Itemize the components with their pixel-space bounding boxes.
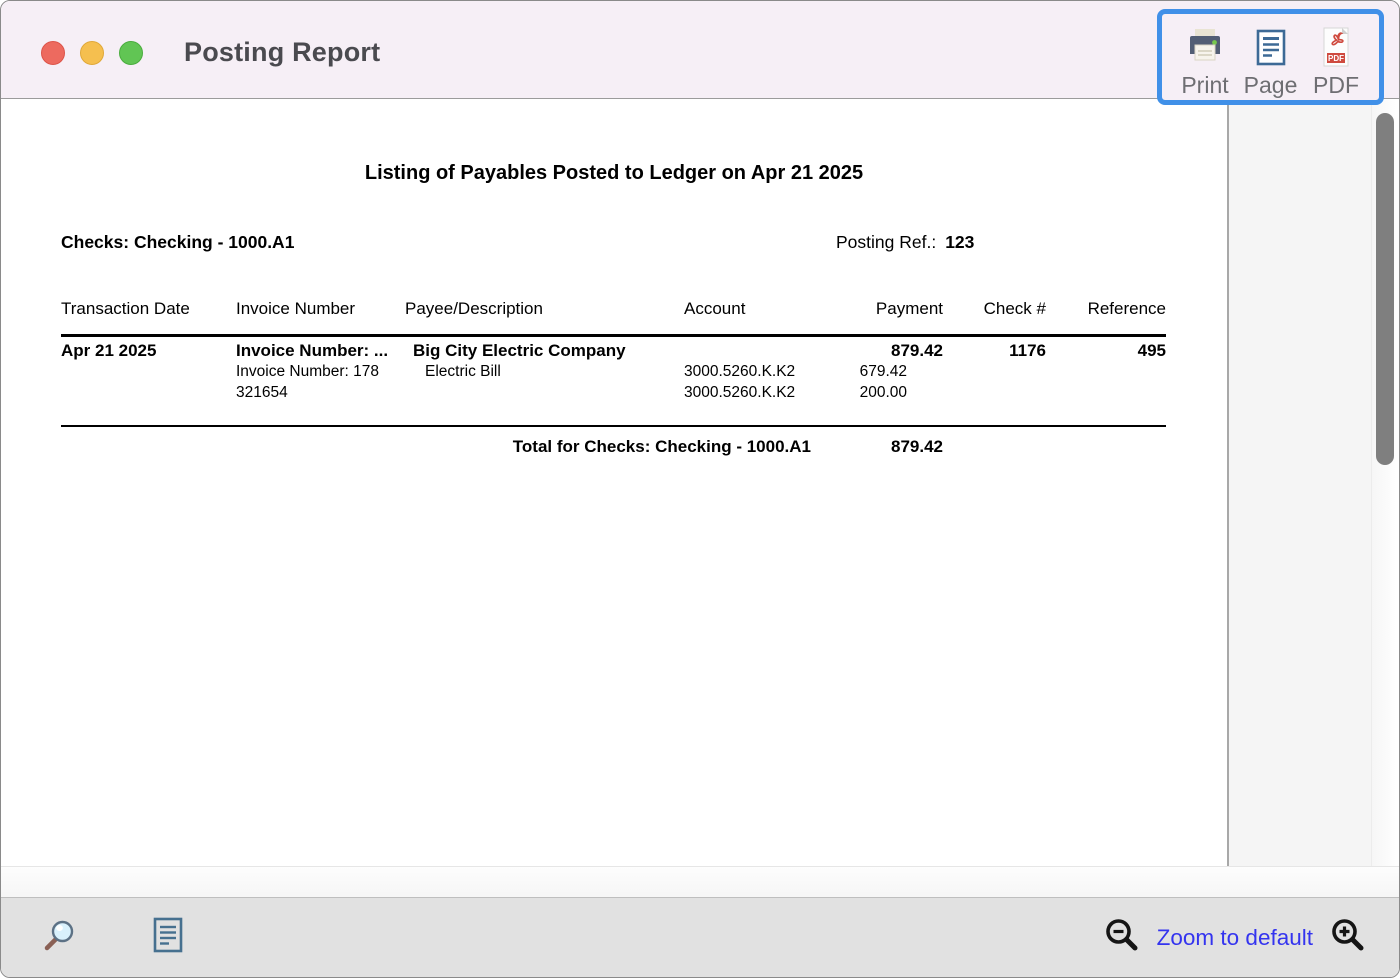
entry-invoice-title: Invoice Number: ... (236, 341, 389, 360)
print-label: Print (1181, 72, 1229, 98)
vertical-scrollbar[interactable] (1371, 100, 1399, 866)
col-header-payment: Payment (811, 298, 943, 337)
zoom-out-icon (1103, 916, 1141, 959)
detail-date-spacer (61, 361, 236, 382)
posting-ref-value: 123 (945, 232, 975, 252)
col-header-invoice-number: Invoice Number (236, 298, 405, 337)
magnifier-icon (39, 915, 79, 960)
bottom-toolbar: Zoom to default (1, 897, 1399, 977)
col-header-check-number: Check # (943, 298, 1046, 337)
col-header-account: Account (684, 298, 811, 337)
search-preview-button[interactable] (39, 915, 79, 960)
pdf-button[interactable]: PDF PDF (1305, 26, 1367, 99)
detail-date-spacer (61, 382, 236, 403)
page-layout-button[interactable] (149, 916, 187, 959)
close-button[interactable] (41, 41, 65, 65)
report-title: Listing of Payables Posted to Ledger on … (364, 162, 864, 184)
report-account-header: Checks: Checking - 1000.A1 (61, 232, 295, 252)
posting-ref-label: Posting Ref.: (836, 232, 937, 252)
page-icon (1250, 26, 1292, 70)
detail-invoice: 321654 (236, 384, 288, 401)
minimize-button[interactable] (80, 41, 104, 65)
zoom-window-button[interactable] (119, 41, 143, 65)
entry-date: Apr 21 2025 (61, 341, 157, 360)
posting-ref: Posting Ref.: 123 (836, 232, 974, 253)
svg-text:PDF: PDF (1328, 54, 1344, 63)
preview-area: Listing of Payables Posted to Ledger on … (1, 100, 1399, 899)
report-meta-row: Checks: Checking - 1000.A1 Posting Ref.:… (1, 232, 1227, 254)
zoom-to-default-link[interactable]: Zoom to default (1156, 924, 1313, 950)
col-header-transaction-date: Transaction Date (61, 298, 236, 337)
document-icon (149, 916, 187, 959)
detail-description (405, 382, 684, 403)
entry-account-spacer (684, 337, 811, 361)
print-button[interactable]: Print (1174, 26, 1236, 99)
col-header-payee-description: Payee/Description (405, 298, 684, 337)
page-label: Page (1243, 72, 1298, 98)
page-button[interactable]: Page (1240, 26, 1302, 99)
zoom-in-icon (1329, 916, 1367, 959)
entry-payment: 879.42 (891, 341, 943, 360)
report-page: Listing of Payables Posted to Ledger on … (1, 100, 1227, 866)
entry-reference: 495 (1137, 341, 1166, 360)
detail-amount: 679.42 (859, 363, 907, 380)
col-header-reference: Reference (1046, 298, 1166, 337)
zoom-out-button[interactable] (1103, 916, 1141, 959)
entry-payee: Big City Electric Company (413, 341, 626, 360)
total-divider (61, 425, 1166, 427)
scrollbar-thumb[interactable] (1376, 113, 1394, 465)
detail-description: Electric Bill (425, 363, 501, 380)
total-amount: 879.42 (891, 437, 943, 456)
total-label: Total for Checks: Checking - 1000.A1 (512, 437, 811, 456)
entry-check-number: 1176 (1009, 341, 1046, 360)
zoom-in-button[interactable] (1329, 916, 1367, 959)
titlebar: Posting Report Print (1, 1, 1399, 105)
horizontal-scrollbar-strip (1, 866, 1399, 899)
pdf-label: PDF (1313, 72, 1359, 98)
detail-amount: 200.00 (859, 384, 907, 401)
pdf-icon: PDF (1315, 26, 1357, 70)
detail-account: 3000.5260.K.K2 (684, 363, 796, 380)
printer-icon (1183, 26, 1227, 70)
window-title: Posting Report (184, 37, 381, 67)
zoom-controls: Zoom to default (1103, 916, 1367, 959)
toolbar-highlight-box: Print Page (1157, 9, 1384, 105)
preview-gutter (1227, 100, 1372, 866)
payables-table: Transaction Date Invoice Number Payee/De… (61, 298, 1166, 457)
detail-invoice: Invoice Number: 178 (236, 363, 380, 380)
detail-account: 3000.5260.K.K2 (684, 384, 796, 401)
